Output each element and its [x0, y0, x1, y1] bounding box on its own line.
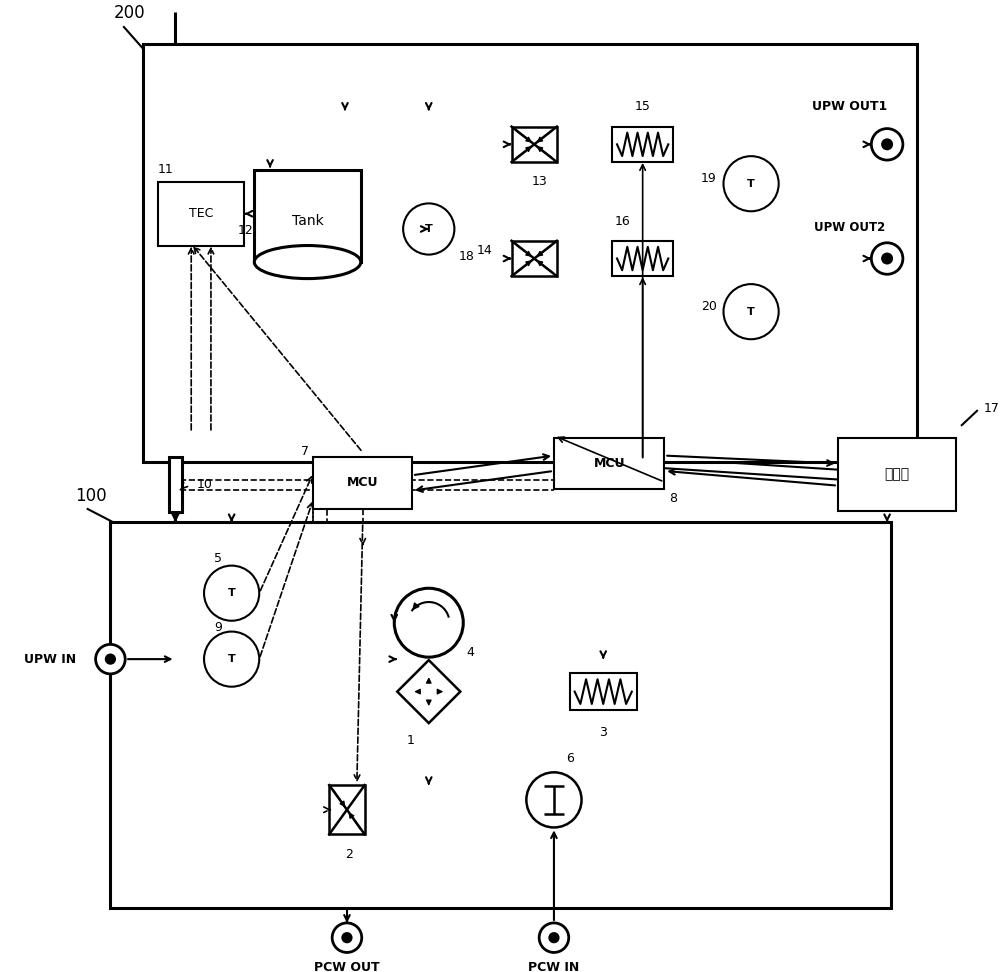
Text: MCU: MCU — [347, 476, 378, 490]
Text: 13: 13 — [531, 175, 547, 189]
Bar — [512, 241, 557, 276]
Bar — [254, 170, 361, 262]
Circle shape — [871, 243, 903, 274]
Text: 7: 7 — [301, 445, 309, 458]
Text: T: T — [228, 654, 236, 664]
Circle shape — [96, 644, 125, 674]
Bar — [143, 44, 917, 463]
Text: T: T — [747, 307, 755, 317]
Text: 11: 11 — [158, 163, 173, 177]
Text: TEC: TEC — [189, 207, 213, 221]
Text: 18: 18 — [458, 250, 474, 263]
Text: MCU: MCU — [593, 457, 625, 469]
Text: 4: 4 — [466, 645, 474, 659]
Text: 20: 20 — [701, 300, 717, 313]
Circle shape — [204, 566, 259, 621]
Circle shape — [105, 653, 116, 665]
Polygon shape — [397, 660, 460, 723]
Ellipse shape — [254, 246, 361, 279]
Text: 12: 12 — [238, 225, 253, 237]
Text: 6: 6 — [566, 752, 574, 765]
Text: UPW OUT1: UPW OUT1 — [812, 100, 887, 114]
Circle shape — [341, 932, 353, 943]
Text: T: T — [228, 588, 236, 598]
Circle shape — [871, 128, 903, 160]
Text: 200: 200 — [113, 4, 145, 22]
Bar — [570, 673, 637, 711]
Text: 100: 100 — [75, 487, 107, 504]
Text: 19: 19 — [701, 172, 717, 186]
Bar — [158, 182, 244, 246]
Text: 3: 3 — [599, 726, 607, 740]
Text: 2: 2 — [345, 848, 353, 860]
Circle shape — [548, 932, 560, 943]
Bar — [838, 437, 956, 511]
Text: UPW IN: UPW IN — [24, 652, 76, 666]
Text: 5: 5 — [214, 552, 222, 566]
Circle shape — [723, 156, 779, 211]
Bar — [612, 126, 673, 162]
Text: 14: 14 — [477, 244, 493, 258]
Text: 16: 16 — [615, 215, 631, 227]
Text: PCW IN: PCW IN — [528, 960, 580, 972]
Bar — [329, 785, 365, 834]
Bar — [110, 522, 891, 908]
Text: 15: 15 — [635, 100, 651, 114]
Circle shape — [526, 773, 582, 827]
Bar — [169, 458, 182, 512]
Circle shape — [332, 923, 362, 953]
Circle shape — [881, 138, 893, 151]
Bar — [612, 241, 673, 276]
Text: PCW OUT: PCW OUT — [314, 960, 380, 972]
Circle shape — [881, 253, 893, 264]
Text: 1: 1 — [407, 734, 415, 747]
Text: 8: 8 — [669, 492, 677, 505]
Text: 上位机: 上位机 — [884, 468, 910, 481]
Circle shape — [394, 588, 463, 657]
Circle shape — [204, 632, 259, 686]
Circle shape — [723, 284, 779, 339]
Circle shape — [539, 923, 569, 953]
Text: 9: 9 — [214, 621, 222, 634]
Text: UPW OUT2: UPW OUT2 — [814, 221, 885, 233]
Text: T: T — [747, 179, 755, 189]
Bar — [512, 126, 557, 162]
Text: Tank: Tank — [292, 214, 323, 228]
Bar — [554, 437, 664, 489]
Text: T: T — [425, 224, 433, 234]
Text: 17: 17 — [984, 401, 1000, 415]
Text: 10: 10 — [197, 478, 213, 492]
Bar — [313, 458, 412, 508]
Circle shape — [403, 203, 454, 255]
